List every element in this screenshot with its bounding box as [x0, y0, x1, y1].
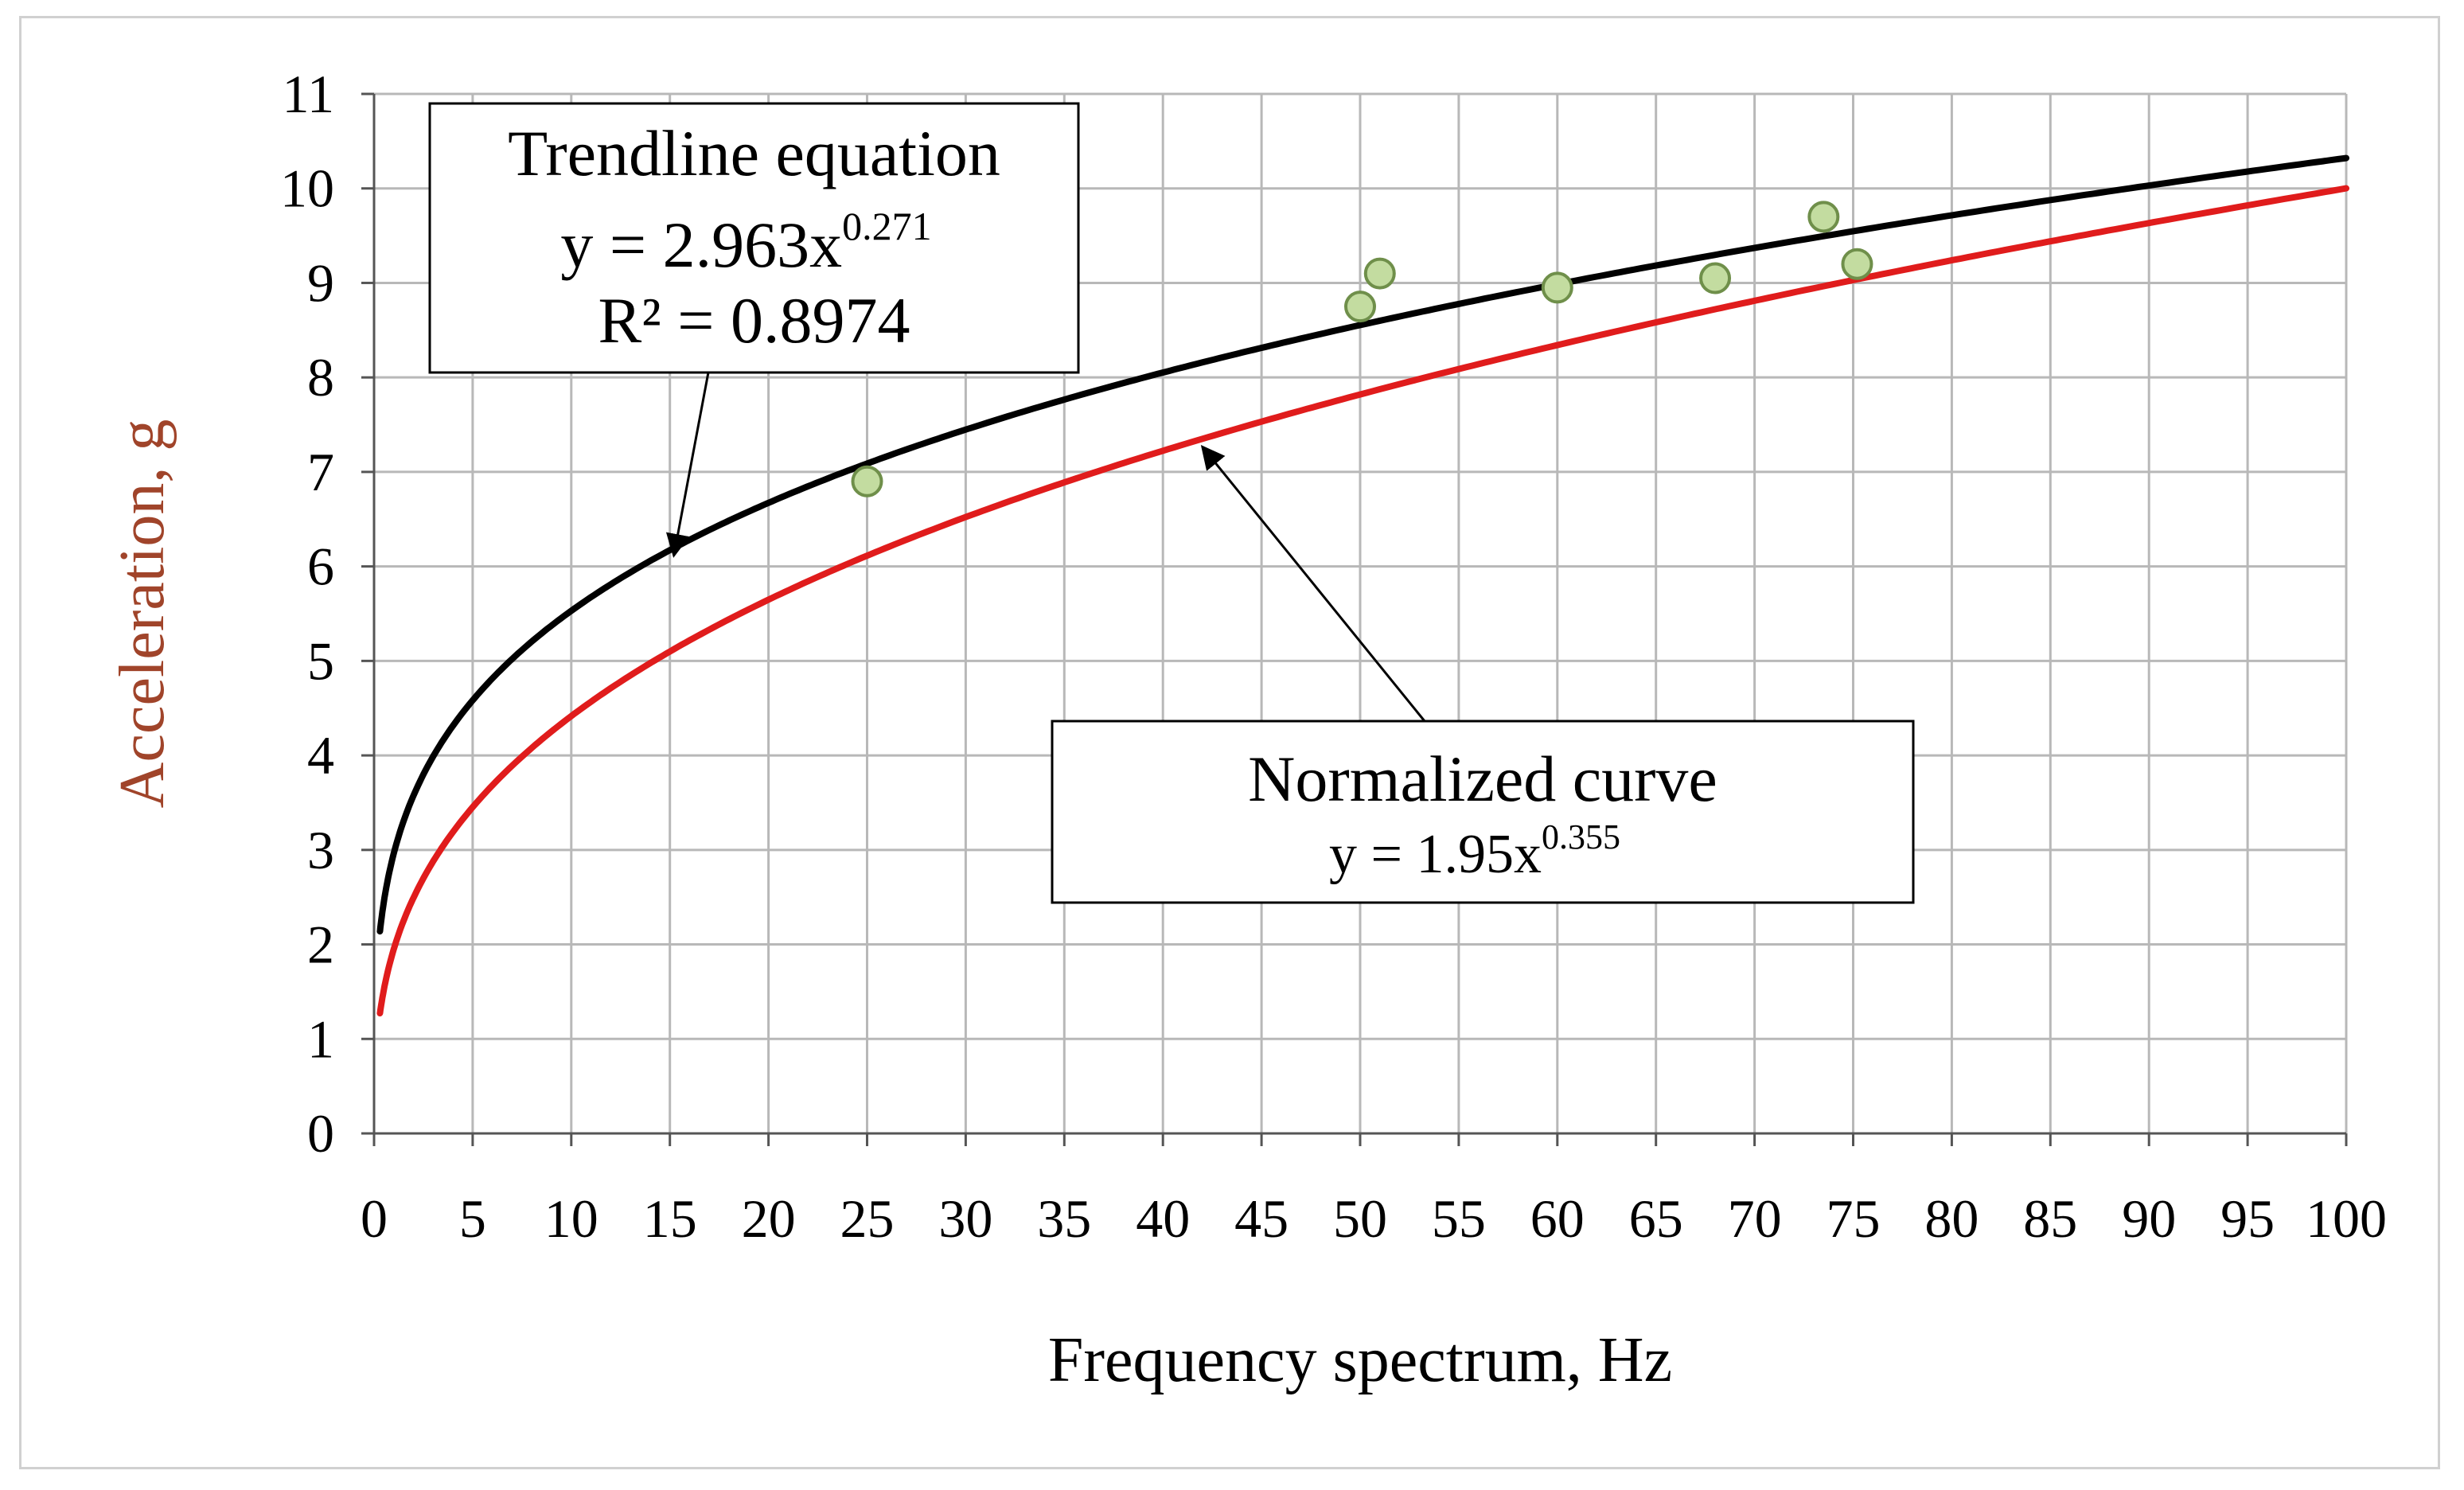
- y-tick-label: 8: [307, 347, 334, 408]
- normalized-equation: y = 1.95x0.355: [1329, 817, 1620, 885]
- x-tick-label: 45: [1234, 1188, 1289, 1249]
- x-tick-label: 100: [2306, 1188, 2387, 1249]
- x-tick-label: 40: [1136, 1188, 1190, 1249]
- x-tick-label: 90: [2122, 1188, 2176, 1249]
- x-tick-label: 30: [938, 1188, 992, 1249]
- y-tick-label: 11: [283, 64, 334, 124]
- trendline-annotation-title: Trendline equation: [508, 117, 1000, 189]
- data-point: [1841, 248, 1873, 280]
- x-tick-label: 75: [1827, 1188, 1881, 1249]
- data-point: [1807, 201, 1840, 233]
- data-point: [1699, 262, 1732, 294]
- normalized-equation-exponent: 0.355: [1542, 817, 1620, 856]
- data-point: [1344, 291, 1376, 323]
- trendline-curve: [376, 154, 2349, 935]
- axes: [361, 92, 2348, 1146]
- x-tick-label: 95: [2220, 1188, 2275, 1249]
- x-tick-label: 70: [1728, 1188, 1782, 1249]
- trendline-r-squared: R² = 0.8974: [598, 284, 910, 357]
- x-tick-label: 5: [459, 1188, 486, 1249]
- trendline-annotation: Trendline equation y = 2.963x0.271 R² = …: [428, 102, 1080, 558]
- y-tick-label: 5: [307, 630, 334, 691]
- y-tick-label: 7: [307, 442, 334, 502]
- data-point: [1363, 257, 1396, 290]
- y-tick-label: 2: [307, 915, 334, 975]
- trendline-annotation-arrow: [665, 372, 710, 558]
- x-tick-label: 20: [742, 1188, 796, 1249]
- normalized-annotation: Normalized curve y = 1.95x0.355: [1051, 445, 1915, 904]
- y-tick-label: 3: [307, 820, 334, 880]
- x-tick-label: 0: [361, 1188, 388, 1249]
- x-axis-title: Frequency spectrum, Hz: [1048, 1325, 1672, 1395]
- trendline-equation-base: y = 2.963x: [560, 209, 842, 281]
- normalized-annotation-arrow: [1200, 445, 1426, 722]
- normalized-curve: [376, 185, 2349, 1016]
- y-tick-label: 6: [307, 536, 334, 597]
- normalized-equation-base: y = 1.95x: [1329, 824, 1542, 885]
- data-point: [1541, 271, 1573, 304]
- y-axis-title: Acceleration, g: [107, 419, 177, 809]
- x-tick-label: 80: [1924, 1188, 1979, 1249]
- trendline-annotation-box: [428, 102, 1080, 374]
- y-tick-label: 0: [307, 1103, 334, 1164]
- x-tick-label: 10: [544, 1188, 598, 1249]
- x-tick-label: 15: [643, 1188, 697, 1249]
- y-tick-label: 9: [307, 252, 334, 313]
- normalized-annotation-title: Normalized curve: [1248, 743, 1717, 815]
- series: [376, 154, 2349, 1016]
- x-tick-label: 85: [2023, 1188, 2077, 1249]
- y-tick-label: 4: [307, 725, 334, 786]
- x-tick-label: 25: [840, 1188, 895, 1249]
- tick-labels: 0 5 10 15 20 25 30 35 40 45 50 55 60 65 70 75 80 85 90 95 10…: [280, 64, 2387, 1249]
- normalized-annotation-box: [1051, 720, 1915, 904]
- y-tick-label: 1: [307, 1008, 334, 1069]
- x-tick-label: 35: [1037, 1188, 1091, 1249]
- x-tick-label: 50: [1333, 1188, 1387, 1249]
- trendline-equation: y = 2.963x0.271: [560, 204, 931, 281]
- chart-frame: [19, 16, 2440, 1469]
- x-tick-label: 65: [1629, 1188, 1683, 1249]
- trendline-equation-exponent: 0.271: [842, 204, 932, 248]
- data-point: [851, 465, 883, 497]
- x-tick-label: 55: [1432, 1188, 1486, 1249]
- x-tick-label: 60: [1530, 1188, 1585, 1249]
- y-tick-label: 10: [280, 158, 334, 219]
